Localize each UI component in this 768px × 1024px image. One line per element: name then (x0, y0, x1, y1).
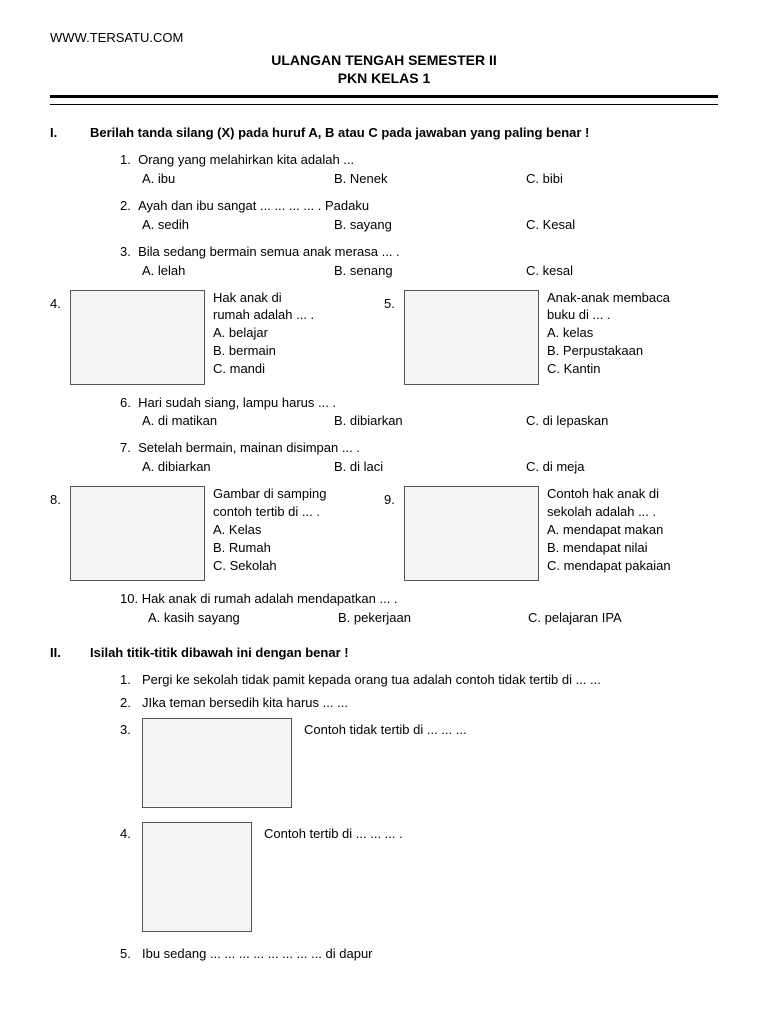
fq5-num: 5. (120, 946, 142, 963)
fq4-num: 4. (120, 822, 142, 932)
q3-num: 3. (120, 244, 131, 259)
q10-num: 10. (120, 591, 138, 606)
q6-opt-a: A. di matikan (142, 413, 334, 430)
q7-opt-a: A. dibiarkan (142, 459, 334, 476)
q5-opt-c: C. Kantin (547, 361, 708, 378)
question-10: 10. Hak anak di rumah adalah mendapatkan… (120, 591, 718, 627)
fq3-image (142, 718, 292, 808)
section-1-number: I. (50, 125, 90, 142)
divider-heavy (50, 95, 718, 98)
fq1-num: 1. (120, 672, 142, 689)
fq4-image (142, 822, 252, 932)
question-1: 1. Orang yang melahirkan kita adalah ...… (120, 152, 718, 188)
q5-body: Anak-anak membaca buku di ... . A. kelas… (547, 290, 718, 385)
q3-opt-a: A. lelah (142, 263, 334, 280)
question-7: 7. Setelah bermain, mainan disimpan ... … (120, 440, 718, 476)
q10-opt-c: C. pelajaran IPA (528, 610, 718, 627)
q5-image (404, 290, 539, 385)
q6-num: 6. (120, 395, 131, 410)
q7-opt-c: C. di meja (526, 459, 718, 476)
q5-text-2: buku di ... . (547, 307, 708, 324)
section-1-header: I. Berilah tanda silang (X) pada huruf A… (50, 125, 718, 142)
fill-q3: 3. Contoh tidak tertib di ... ... ... (120, 718, 718, 808)
q3-opt-c: C. kesal (526, 263, 718, 280)
q6-opt-b: B. dibiarkan (334, 413, 526, 430)
q4-text-2: rumah adalah ... . (213, 307, 374, 324)
q1-opt-c: C. bibi (526, 171, 718, 188)
q2-text: Ayah dan ibu sangat ... ... ... ... . Pa… (138, 198, 369, 213)
fill-q1: 1. Pergi ke sekolah tidak pamit kepada o… (120, 672, 718, 689)
q1-num: 1. (120, 152, 131, 167)
q8-num: 8. (50, 486, 70, 581)
section-2-instruction: Isilah titik-titik dibawah ini dengan be… (90, 645, 349, 662)
q9-text-2: sekolah adalah ... . (547, 504, 708, 521)
question-8-9-row: 8. Gambar di samping contoh tertib di ..… (50, 486, 718, 581)
fq2-text: JIka teman bersedih kita harus ... ... (142, 695, 718, 712)
fq4-text: Contoh tertib di ... ... ... . (264, 822, 718, 932)
question-4-5-row: 4. Hak anak di rumah adalah ... . A. bel… (50, 290, 718, 385)
q7-opt-b: B. di laci (334, 459, 526, 476)
q10-opt-a: A. kasih sayang (148, 610, 338, 627)
q8-opt-c: C. Sekolah (213, 558, 374, 575)
q5-opt-b: B. Perpustakaan (547, 343, 708, 360)
q5-text-1: Anak-anak membaca (547, 290, 708, 307)
question-2: 2. Ayah dan ibu sangat ... ... ... ... .… (120, 198, 718, 234)
q5-num: 5. (384, 290, 404, 385)
title-line-1: ULANGAN TENGAH SEMESTER II (50, 51, 718, 69)
q1-opt-b: B. Nenek (334, 171, 526, 188)
section-1-instruction: Berilah tanda silang (X) pada huruf A, B… (90, 125, 589, 142)
fq3-text: Contoh tidak tertib di ... ... ... (304, 718, 718, 808)
q3-opt-b: B. senang (334, 263, 526, 280)
q9-opt-b: B. mendapat nilai (547, 540, 708, 557)
q9-body: Contoh hak anak di sekolah adalah ... . … (547, 486, 718, 581)
q8-image (70, 486, 205, 581)
fill-q5: 5. Ibu sedang ... ... ... ... ... ... ..… (120, 946, 718, 963)
q6-opt-c: C. di lepaskan (526, 413, 718, 430)
divider-thin (50, 104, 718, 105)
q1-text: Orang yang melahirkan kita adalah ... (138, 152, 354, 167)
q4-body: Hak anak di rumah adalah ... . A. belaja… (213, 290, 384, 385)
question-3: 3. Bila sedang bermain semua anak merasa… (120, 244, 718, 280)
q7-num: 7. (120, 440, 131, 455)
q9-num: 9. (384, 486, 404, 581)
q4-opt-c: C. mandi (213, 361, 374, 378)
fill-q4: 4. Contoh tertib di ... ... ... . (120, 822, 718, 932)
exam-title: ULANGAN TENGAH SEMESTER II PKN KELAS 1 (50, 51, 718, 87)
q8-text-2: contoh tertib di ... . (213, 504, 374, 521)
q9-image (404, 486, 539, 581)
q7-text: Setelah bermain, mainan disimpan ... . (138, 440, 360, 455)
q8-opt-a: A. Kelas (213, 522, 374, 539)
fq5-text: Ibu sedang ... ... ... ... ... ... ... .… (142, 946, 718, 963)
q2-opt-a: A. sedih (142, 217, 334, 234)
q9-opt-a: A. mendapat makan (547, 522, 708, 539)
section-2-header: II. Isilah titik-titik dibawah ini denga… (50, 645, 718, 662)
q9-text-1: Contoh hak anak di (547, 486, 708, 503)
section-2-number: II. (50, 645, 90, 662)
q2-opt-c: C. Kesal (526, 217, 718, 234)
q4-image (70, 290, 205, 385)
q10-opt-b: B. pekerjaan (338, 610, 528, 627)
site-url: WWW.TERSATU.COM (50, 30, 718, 47)
q6-text: Hari sudah siang, lampu harus ... . (138, 395, 336, 410)
fq1-text: Pergi ke sekolah tidak pamit kepada oran… (142, 672, 718, 689)
q1-opt-a: A. ibu (142, 171, 334, 188)
q8-text-1: Gambar di samping (213, 486, 374, 503)
fq2-num: 2. (120, 695, 142, 712)
q3-text: Bila sedang bermain semua anak merasa ..… (138, 244, 400, 259)
q8-body: Gambar di samping contoh tertib di ... .… (213, 486, 384, 581)
q2-num: 2. (120, 198, 131, 213)
q4-opt-b: B. bermain (213, 343, 374, 360)
q10-text: Hak anak di rumah adalah mendapatkan ...… (142, 591, 398, 606)
q9-opt-c: C. mendapat pakaian (547, 558, 708, 575)
fill-q2: 2. JIka teman bersedih kita harus ... ..… (120, 695, 718, 712)
fq3-num: 3. (120, 718, 142, 808)
q8-opt-b: B. Rumah (213, 540, 374, 557)
q4-opt-a: A. belajar (213, 325, 374, 342)
q2-opt-b: B. sayang (334, 217, 526, 234)
title-line-2: PKN KELAS 1 (50, 69, 718, 87)
q4-num: 4. (50, 290, 70, 385)
q5-opt-a: A. kelas (547, 325, 708, 342)
question-6: 6. Hari sudah siang, lampu harus ... . A… (120, 395, 718, 431)
q4-text-1: Hak anak di (213, 290, 374, 307)
